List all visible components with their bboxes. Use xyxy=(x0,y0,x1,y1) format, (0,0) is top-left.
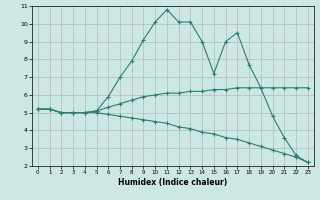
X-axis label: Humidex (Indice chaleur): Humidex (Indice chaleur) xyxy=(118,178,228,187)
